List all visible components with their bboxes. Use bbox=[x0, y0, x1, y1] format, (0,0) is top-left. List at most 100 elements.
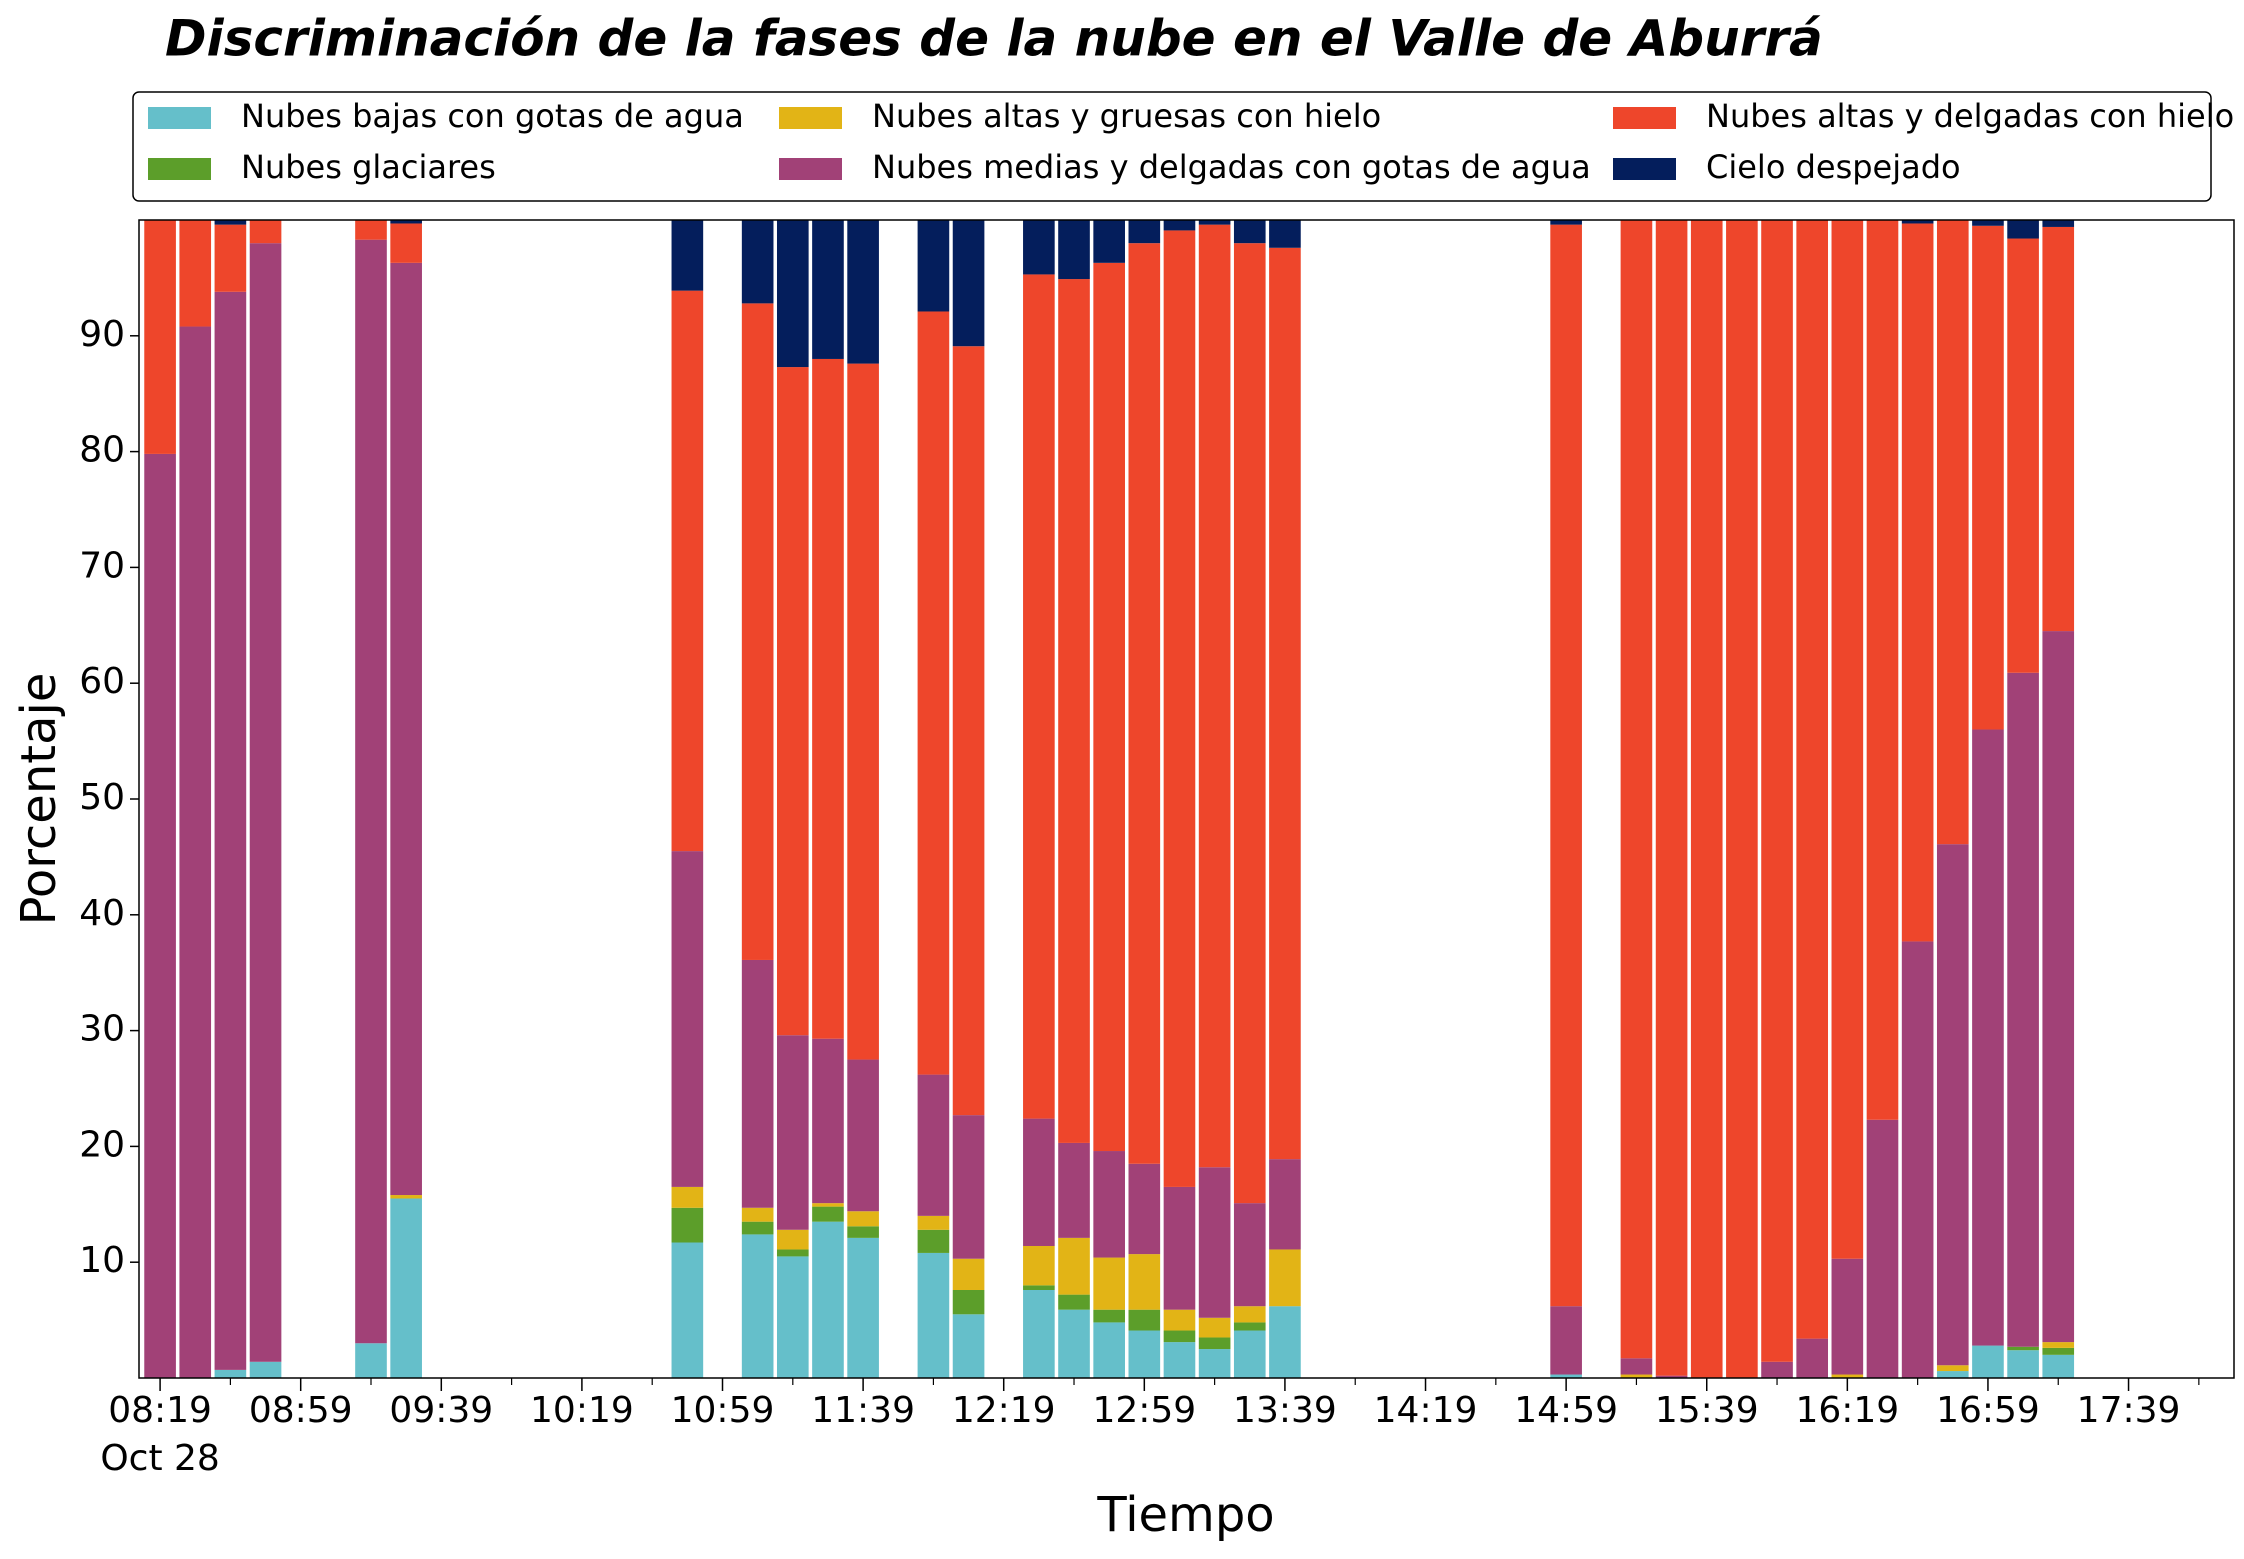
bar-segment bbox=[1093, 262, 1125, 1152]
bar-segment bbox=[2007, 1350, 2039, 1378]
bar-segment bbox=[776, 1256, 809, 1378]
y-tick-label: 30 bbox=[79, 1009, 125, 1050]
legend-label: Nubes bajas con gotas de agua bbox=[241, 97, 744, 135]
y-tick-label: 80 bbox=[79, 430, 125, 471]
bar-segment bbox=[1023, 1289, 1055, 1378]
bar-segment bbox=[1233, 1203, 1266, 1307]
bar-segment bbox=[1128, 1163, 1161, 1255]
bar-segment bbox=[2042, 1354, 2075, 1378]
legend-box bbox=[132, 91, 2212, 202]
bar-segment bbox=[1620, 220, 1653, 1359]
bar-segment bbox=[1655, 220, 1688, 1376]
bar-segment bbox=[144, 453, 176, 1378]
bar-segment bbox=[1269, 220, 1301, 248]
bar-segment bbox=[1550, 224, 1582, 1307]
bar-segment bbox=[1936, 1371, 1969, 1378]
bar-segment bbox=[1901, 941, 1934, 1378]
y-tick-label: 70 bbox=[79, 545, 125, 586]
bar-segment bbox=[1093, 1151, 1125, 1258]
x-tick-label: 12:19 bbox=[952, 1390, 1056, 1431]
bar-segment bbox=[1163, 1342, 1196, 1378]
legend-swatch bbox=[148, 158, 211, 180]
bar-segment bbox=[847, 1226, 879, 1238]
y-axis-label: Porcentaje bbox=[11, 673, 67, 926]
bar-segment bbox=[917, 1229, 950, 1253]
bar-segment bbox=[952, 220, 985, 347]
bar-segment bbox=[2042, 1347, 2075, 1355]
bar-segment bbox=[1093, 1257, 1125, 1310]
bar-segment bbox=[1761, 1361, 1793, 1378]
bar-segment bbox=[1550, 1306, 1582, 1375]
y-tick-label: 10 bbox=[79, 1240, 125, 1281]
bar-segment bbox=[1901, 220, 1934, 224]
bar-segment bbox=[1128, 243, 1161, 1164]
x-tick-label: 09:39 bbox=[389, 1390, 493, 1431]
bar-segment bbox=[847, 1211, 879, 1227]
bar-segment bbox=[2042, 226, 2075, 632]
bar-segment bbox=[776, 220, 809, 368]
bar-segment bbox=[776, 1249, 809, 1257]
bar-segment bbox=[390, 223, 422, 263]
x-tick-label: 16:59 bbox=[1936, 1390, 2040, 1431]
bar-segment bbox=[812, 358, 844, 1039]
bar-segment bbox=[847, 220, 879, 364]
legend-swatch bbox=[779, 158, 842, 180]
bar-segment bbox=[917, 220, 950, 312]
x-tick-label: 16:19 bbox=[1795, 1390, 1899, 1431]
bar-segment bbox=[355, 1343, 387, 1378]
bar-segment bbox=[390, 220, 422, 224]
bar-segment bbox=[741, 220, 774, 304]
bar-segment bbox=[1972, 220, 2004, 226]
bar-segment bbox=[812, 1221, 844, 1378]
bar-segment bbox=[214, 291, 247, 1370]
bar-segment bbox=[1058, 1294, 1090, 1310]
bar-segment bbox=[671, 1242, 704, 1378]
bar-segment bbox=[1058, 1309, 1090, 1378]
bar-segment bbox=[144, 220, 176, 454]
bar-segment bbox=[1198, 1317, 1231, 1338]
bar-segment bbox=[917, 1074, 950, 1216]
bar-segment bbox=[847, 1237, 879, 1378]
bar-segment bbox=[847, 363, 879, 1060]
bar-segment bbox=[1831, 220, 1864, 1259]
bar-segment bbox=[741, 959, 774, 1208]
y-tick-label: 50 bbox=[79, 777, 125, 818]
bar-segment bbox=[1831, 1374, 1864, 1378]
y-tick-label: 60 bbox=[79, 661, 125, 702]
bar-segment bbox=[2007, 238, 2039, 673]
bar-segment bbox=[355, 239, 387, 1344]
bar-segment bbox=[741, 1207, 774, 1222]
bar-segment bbox=[1163, 1330, 1196, 1343]
bar-segment bbox=[249, 1361, 282, 1378]
bar-segment bbox=[1972, 225, 2004, 730]
bar-segment bbox=[812, 1038, 844, 1204]
bar-segment bbox=[741, 303, 774, 960]
bar-segment bbox=[1796, 1338, 1829, 1378]
bar-segment bbox=[776, 1035, 809, 1230]
x-tick-sublabel: Oct 28 bbox=[100, 1438, 220, 1479]
bar-segment bbox=[2042, 631, 2075, 1343]
bar-segment bbox=[1128, 1330, 1161, 1378]
bar-segment bbox=[2007, 220, 2039, 239]
bar-segment bbox=[355, 220, 387, 240]
legend-swatch bbox=[1613, 158, 1676, 180]
x-tick-label: 08:19 bbox=[108, 1390, 212, 1431]
bar-segment bbox=[1023, 1245, 1055, 1286]
bar-segment bbox=[1058, 1142, 1090, 1238]
bar-segment bbox=[1936, 220, 1969, 845]
bar-segment bbox=[1690, 220, 1723, 1378]
legend-label: Nubes altas y delgadas con hielo bbox=[1706, 97, 2234, 135]
bar-segment bbox=[1093, 1309, 1125, 1323]
bar-segment bbox=[776, 1229, 809, 1250]
bar-segment bbox=[812, 1206, 844, 1222]
bar-segment bbox=[2042, 1342, 2075, 1348]
bar-segment bbox=[1023, 220, 1055, 275]
bar-segment bbox=[249, 220, 282, 244]
bar-segment bbox=[671, 851, 704, 1187]
bar-segment bbox=[1936, 1365, 1969, 1372]
bar-segment bbox=[1163, 220, 1196, 231]
bar-segment bbox=[952, 1314, 985, 1378]
bar-segment bbox=[1198, 1167, 1231, 1318]
bar-segment bbox=[671, 290, 704, 852]
bar-segment bbox=[1901, 223, 1934, 942]
